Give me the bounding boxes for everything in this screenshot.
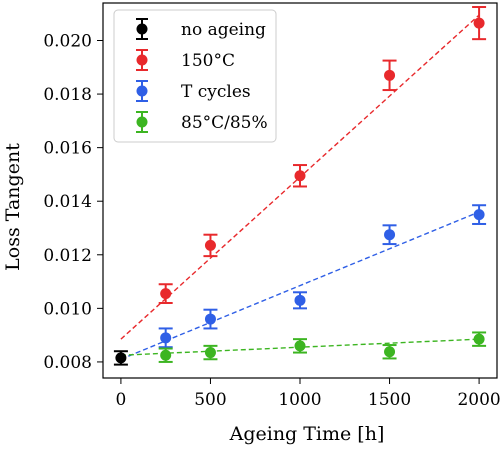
legend-marker xyxy=(136,54,148,66)
data-point xyxy=(382,224,397,246)
data-point xyxy=(113,350,128,366)
y-tick-label: 0.016 xyxy=(43,139,92,159)
marker xyxy=(294,340,306,352)
y-tick-label: 0.008 xyxy=(43,353,92,373)
data-point xyxy=(472,204,487,225)
y-tick-label: 0.014 xyxy=(43,192,92,212)
data-point xyxy=(203,308,218,330)
x-tick-label: 1500 xyxy=(368,390,411,410)
marker xyxy=(294,294,306,306)
legend-box xyxy=(113,9,277,143)
marker xyxy=(204,313,216,325)
marker xyxy=(204,347,216,359)
legend-item: 85°C/85% xyxy=(136,111,268,133)
axes-layer: 0 500 1000 1500 2000 0.008 0.010 0.012 0.014 0.01… xyxy=(43,2,500,410)
data-point xyxy=(382,59,397,92)
legend-item: T cycles xyxy=(136,80,251,102)
data-point xyxy=(158,283,173,304)
marker xyxy=(160,332,172,344)
legend-item: no ageing xyxy=(136,18,266,40)
data-point xyxy=(293,164,307,188)
legend-label: T cycles xyxy=(181,82,251,102)
data-point xyxy=(158,347,173,363)
marker xyxy=(115,352,127,364)
data-point xyxy=(382,344,397,360)
x-tick-label: 2000 xyxy=(457,390,500,410)
legend-label: 85°C/85% xyxy=(181,113,268,133)
data-point xyxy=(158,327,173,349)
legend-marker xyxy=(136,116,148,128)
marker xyxy=(160,349,172,361)
y-tick-label: 0.012 xyxy=(43,246,92,266)
data-point xyxy=(472,6,487,41)
marker xyxy=(473,333,485,345)
data-point xyxy=(293,338,307,354)
y-tick-label: 0.018 xyxy=(43,85,92,105)
y-tick-label: 0.010 xyxy=(43,299,92,319)
y-tick-label: 0.020 xyxy=(43,32,92,52)
data-point xyxy=(203,344,218,361)
data-point xyxy=(203,233,218,258)
marker xyxy=(294,170,306,182)
marker xyxy=(160,288,172,300)
legend-marker xyxy=(136,23,148,35)
marker xyxy=(384,69,396,81)
marker xyxy=(473,209,485,221)
marker xyxy=(204,239,216,251)
x-axis-label: Ageing Time [h] xyxy=(229,423,385,445)
marker xyxy=(384,346,396,358)
fit-line xyxy=(120,211,480,360)
marker xyxy=(384,229,396,241)
legend-label: no ageing xyxy=(181,20,266,40)
x-tick-label: 0 xyxy=(115,390,126,410)
legend: no ageing 150°C T cycles 85°C/85% xyxy=(113,9,277,143)
y-axis-label: Loss Tangent xyxy=(2,143,24,271)
data-point xyxy=(293,291,307,310)
data-layer xyxy=(113,6,487,366)
x-tick-label: 1000 xyxy=(278,390,321,410)
legend-label: 150°C xyxy=(181,51,235,71)
legend-marker xyxy=(136,85,148,97)
x-tick-label: 500 xyxy=(194,390,226,410)
legend-item: 150°C xyxy=(136,49,235,71)
marker xyxy=(473,17,485,29)
data-point xyxy=(472,331,487,347)
